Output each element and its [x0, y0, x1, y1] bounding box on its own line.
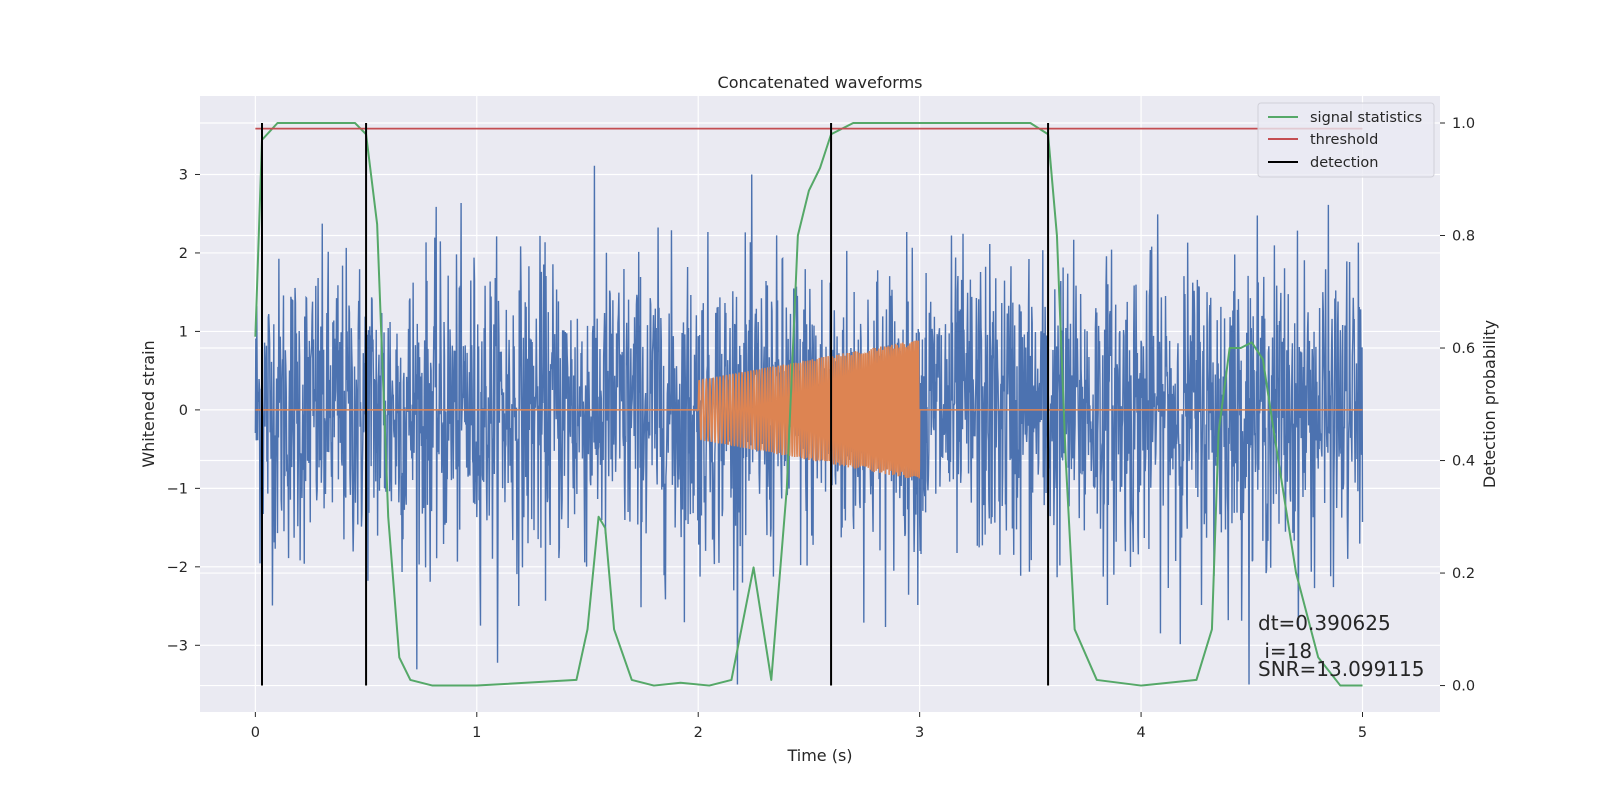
y2-tick-label: 0.6 [1452, 341, 1475, 357]
legend-label-detection: detection [1310, 155, 1378, 171]
x-axis-ticks: 0 1 2 3 4 5 [251, 712, 1367, 741]
signal-statistics-series [254, 122, 1363, 687]
legend-label-signal-statistics: signal statistics [1310, 110, 1422, 126]
y-tick-label: −3 [167, 638, 188, 654]
y2-tick-label: 0.8 [1452, 229, 1475, 245]
detection-series [261, 123, 1050, 686]
annotation-dt: dt=0.390625 [1258, 611, 1391, 635]
x-tick-label: 1 [472, 725, 481, 741]
annotation-snr: SNR=13.099115 [1258, 657, 1424, 681]
y2-tick-label: 0.2 [1452, 566, 1475, 582]
annotations: dt=0.390625 i=18 SNR=13.099115 [1258, 611, 1424, 681]
y-tick-label: 2 [179, 246, 188, 262]
legend-label-threshold: threshold [1310, 132, 1378, 148]
y2-tick-label: 0.4 [1452, 454, 1475, 470]
signal-statistics-line [254, 122, 1363, 687]
injected-signal-series [255, 340, 1363, 479]
x-tick-label: 3 [915, 725, 924, 741]
injected-signal-line [255, 340, 1363, 479]
y-tick-label: 0 [179, 403, 188, 419]
left-y-axis-ticks: −3 −2 −1 0 1 2 3 [167, 167, 200, 654]
chart-title: Concatenated waveforms [718, 73, 923, 92]
x-tick-label: 2 [694, 725, 703, 741]
y2-tick-label: 1.0 [1452, 116, 1475, 132]
x-tick-label: 0 [251, 725, 260, 741]
x-axis-label: Time (s) [786, 746, 852, 765]
left-y-axis-label: Whitened strain [139, 340, 158, 467]
legend: signal statistics threshold detection [1257, 102, 1435, 178]
right-y-axis-ticks: 0.0 0.2 0.4 0.6 0.8 1.0 [1440, 116, 1475, 695]
legend-box [1257, 102, 1435, 178]
right-y-axis-label: Detection probability [1480, 320, 1499, 488]
y-tick-label: −2 [167, 560, 188, 576]
y-tick-label: 3 [179, 167, 188, 183]
x-tick-label: 5 [1358, 725, 1367, 741]
x-tick-label: 4 [1136, 725, 1145, 741]
y-tick-label: 1 [179, 324, 188, 340]
y-tick-label: −1 [167, 481, 188, 497]
annotation-i: i=18 [1258, 639, 1312, 663]
y2-tick-label: 0.0 [1452, 679, 1475, 695]
